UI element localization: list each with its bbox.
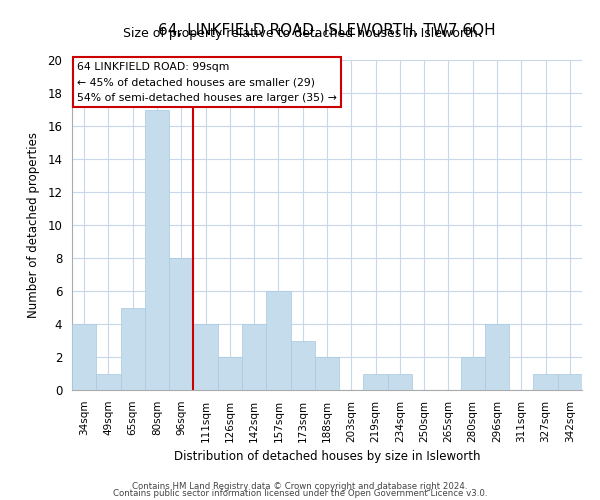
Y-axis label: Number of detached properties: Number of detached properties [28,132,40,318]
Bar [266,291,290,390]
Bar [485,324,509,390]
Bar [169,258,193,390]
Bar [558,374,582,390]
Bar [96,374,121,390]
Bar [533,374,558,390]
Text: Contains public sector information licensed under the Open Government Licence v3: Contains public sector information licen… [113,490,487,498]
Bar [388,374,412,390]
Bar [461,357,485,390]
Bar [364,374,388,390]
Bar [315,357,339,390]
Bar [72,324,96,390]
Bar [145,110,169,390]
X-axis label: Distribution of detached houses by size in Isleworth: Distribution of detached houses by size … [174,450,480,463]
Bar [193,324,218,390]
Bar [290,340,315,390]
Bar [218,357,242,390]
Text: Size of property relative to detached houses in Isleworth: Size of property relative to detached ho… [122,28,478,40]
Text: 64 LINKFIELD ROAD: 99sqm
← 45% of detached houses are smaller (29)
54% of semi-d: 64 LINKFIELD ROAD: 99sqm ← 45% of detach… [77,62,337,103]
Text: Contains HM Land Registry data © Crown copyright and database right 2024.: Contains HM Land Registry data © Crown c… [132,482,468,491]
Bar [242,324,266,390]
Bar [121,308,145,390]
Title: 64, LINKFIELD ROAD, ISLEWORTH, TW7 6QH: 64, LINKFIELD ROAD, ISLEWORTH, TW7 6QH [158,23,496,38]
